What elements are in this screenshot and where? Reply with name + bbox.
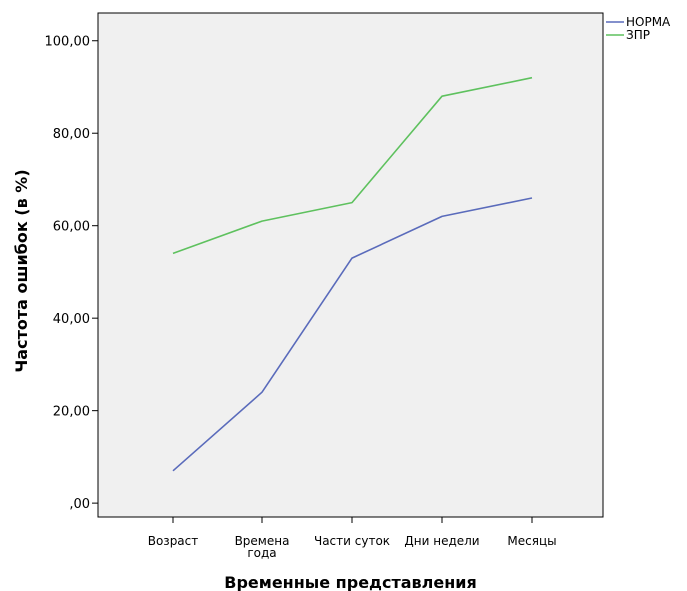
x-tick-label: Возраст (148, 534, 199, 548)
series-line-ЗПР (172, 76, 533, 255)
legend-label: ЗПР (626, 28, 650, 42)
y-tick-label: 80,00 (53, 127, 90, 142)
y-tick-label: 40,00 (53, 312, 90, 327)
legend-label: НОРМА (626, 15, 671, 29)
x-tick-label: Части суток (314, 534, 390, 548)
y-tick-label: ,00 (69, 497, 90, 512)
x-axis: Возраст Времена года Части суток Дни недели М… (148, 517, 557, 560)
series-line-НОРМА (172, 197, 533, 472)
y-tick-label: 100,00 (45, 35, 91, 50)
y-axis: ,00 20,00 40,00 60,00 80,00 100,00 (45, 35, 98, 512)
x-tick-label: Времена года (235, 534, 290, 560)
y-tick-label: 20,00 (53, 405, 90, 420)
series-layer (172, 76, 533, 472)
y-tick-label: 60,00 (53, 220, 90, 235)
x-tick-label: Месяцы (507, 534, 556, 548)
y-axis-title: Частота ошибок (в %) (12, 169, 31, 372)
x-tick-label: Дни недели (404, 534, 479, 548)
x-axis-title: Временные представления (224, 573, 477, 591)
plot-background (97, 12, 604, 518)
